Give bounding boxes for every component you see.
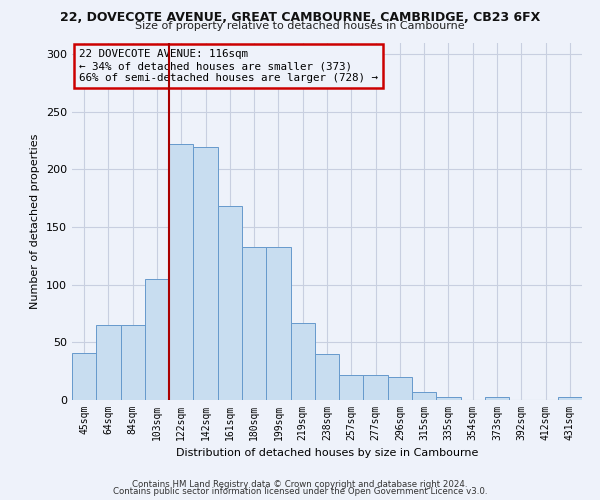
Bar (485, 396, 509, 400)
Bar (290, 322, 315, 400)
Bar (121, 325, 145, 400)
Text: 22 DOVECOTE AVENUE: 116sqm
← 34% of detached houses are smaller (373)
66% of sem: 22 DOVECOTE AVENUE: 116sqm ← 34% of deta… (79, 50, 378, 82)
Bar (388, 377, 412, 400)
Bar (339, 374, 364, 400)
X-axis label: Distribution of detached houses by size in Cambourne: Distribution of detached houses by size … (176, 448, 478, 458)
Text: Contains HM Land Registry data © Crown copyright and database right 2024.: Contains HM Land Registry data © Crown c… (132, 480, 468, 489)
Bar (218, 206, 242, 400)
Bar (315, 354, 339, 400)
Y-axis label: Number of detached properties: Number of detached properties (31, 134, 40, 309)
Bar (364, 374, 388, 400)
Bar (436, 396, 461, 400)
Bar (558, 396, 582, 400)
Bar (242, 246, 266, 400)
Bar (412, 392, 436, 400)
Bar (193, 148, 218, 400)
Text: Contains public sector information licensed under the Open Government Licence v3: Contains public sector information licen… (113, 487, 487, 496)
Bar (266, 246, 290, 400)
Bar (72, 352, 96, 400)
Bar (169, 144, 193, 400)
Text: 22, DOVECOTE AVENUE, GREAT CAMBOURNE, CAMBRIDGE, CB23 6FX: 22, DOVECOTE AVENUE, GREAT CAMBOURNE, CA… (60, 11, 540, 24)
Bar (145, 279, 169, 400)
Text: Size of property relative to detached houses in Cambourne: Size of property relative to detached ho… (135, 21, 465, 31)
Bar (96, 325, 121, 400)
